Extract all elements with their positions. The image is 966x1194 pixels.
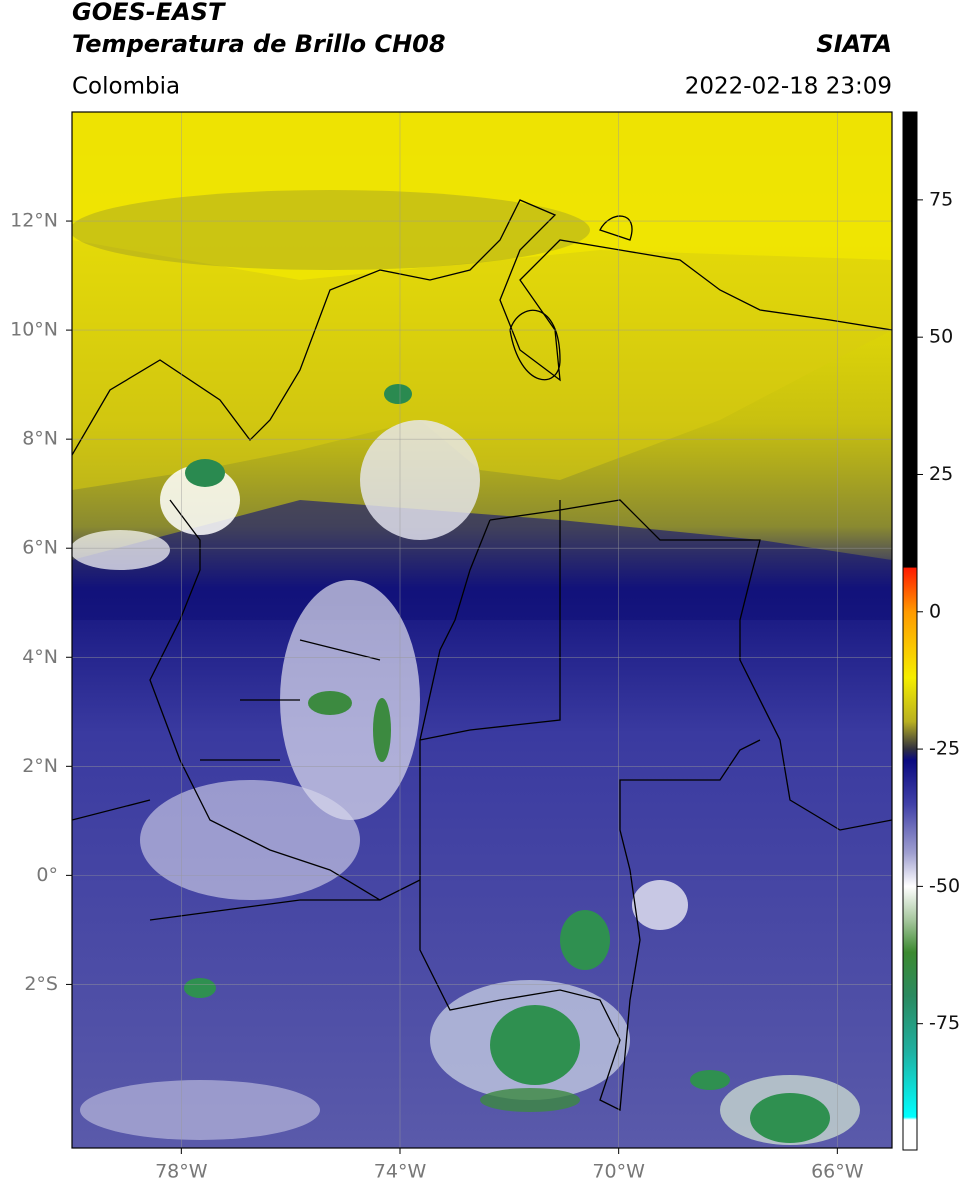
x-tick-label: 78°W xyxy=(155,1161,208,1183)
y-tick-label: 2°N xyxy=(22,755,58,777)
cold-front xyxy=(72,500,892,620)
colorbar-tick-label: -75 xyxy=(929,1012,960,1034)
x-tick-label: 70°W xyxy=(592,1161,645,1183)
cold-top xyxy=(384,384,412,404)
warm-core xyxy=(72,112,892,280)
colorbar-tick-label: -25 xyxy=(929,738,960,760)
region: Colombia xyxy=(72,74,180,100)
cold-top xyxy=(560,910,610,970)
y-tick-label: 8°N xyxy=(22,428,58,450)
y-tick-label: 4°N xyxy=(22,646,58,668)
y-tick-label: 2°S xyxy=(24,973,58,995)
title: GOES-EAST xyxy=(72,0,226,26)
colorbar xyxy=(902,111,918,1151)
cloud xyxy=(72,530,170,570)
colorbar-tick-label: 0 xyxy=(929,600,941,622)
cold-top xyxy=(184,978,216,998)
colorbar-tick-label: -50 xyxy=(929,875,960,897)
cloud xyxy=(160,465,240,535)
cloud xyxy=(80,1080,320,1140)
y-tick-label: 6°N xyxy=(22,537,58,559)
cloud xyxy=(72,190,590,270)
cloud xyxy=(632,880,688,930)
x-tick-label: 74°W xyxy=(374,1161,427,1183)
x-tick-label: 66°W xyxy=(811,1161,864,1183)
y-tick-label: 12°N xyxy=(10,210,58,232)
cold-top xyxy=(480,1088,580,1112)
cold-top xyxy=(750,1093,830,1143)
graticule xyxy=(72,112,892,1148)
map-frame xyxy=(71,111,893,1149)
satellite-image xyxy=(72,112,892,1148)
cold-top xyxy=(308,691,352,715)
y-tick-label: 10°N xyxy=(10,319,58,341)
cold-top xyxy=(490,1005,580,1085)
y-tick-label: 0° xyxy=(36,864,58,886)
cold-top xyxy=(373,698,391,762)
cloud xyxy=(360,420,480,540)
cold-top xyxy=(690,1070,730,1090)
subtitle: Temperatura de Brillo CH08 xyxy=(72,30,446,58)
colorbar-tick-label: 75 xyxy=(929,188,953,210)
coastline xyxy=(509,215,633,381)
source: SIATA xyxy=(816,30,892,58)
colorbar-tick-label: 50 xyxy=(929,326,953,348)
cold-top xyxy=(185,459,225,487)
datetime: 2022-02-18 23:09 xyxy=(685,74,892,100)
colorbar-tick-label: 25 xyxy=(929,463,953,485)
borders xyxy=(72,199,892,1112)
